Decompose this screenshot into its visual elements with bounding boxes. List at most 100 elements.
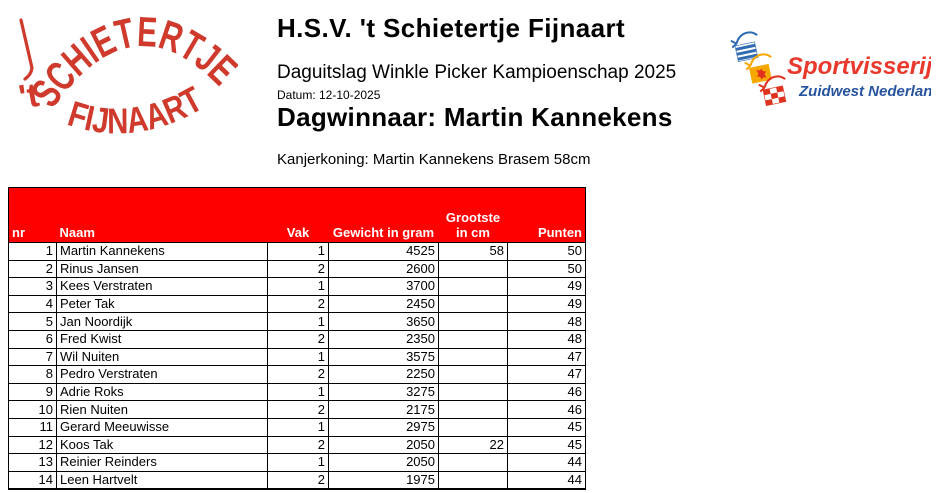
cell-vak: 1 <box>267 312 329 331</box>
cell-punten: 49 <box>507 294 586 314</box>
club-logo-word-bottom: FIJNAART <box>64 78 209 141</box>
cell-grootste <box>438 294 508 314</box>
cell-naam: Jan Noordijk <box>56 312 268 331</box>
cell-naam: Pedro Verstraten <box>56 365 268 384</box>
sportvisserij-logo-graphic: Sportvisserij Zuidwest Nederland <box>730 31 937 107</box>
fish-flag-orange-icon <box>744 53 772 84</box>
cell-punten: 45 <box>507 435 586 455</box>
cell-gewicht: 2050 <box>328 453 439 472</box>
cell-vak: 1 <box>267 382 329 402</box>
cell-nr: 9 <box>8 382 57 402</box>
cell-grootste <box>438 277 508 296</box>
table-row: 9 Adrie Roks 1 3275 46 <box>8 382 586 402</box>
event-subtitle: Daguitslag Winkle Picker Kampioenschap 2… <box>277 62 677 83</box>
sportvisserij-region: Zuidwest Nederland <box>798 83 931 100</box>
cell-gewicht: 1975 <box>328 470 439 490</box>
cell-grootste: 58 <box>438 242 508 261</box>
cell-gewicht: 3650 <box>328 312 439 331</box>
cell-nr: 13 <box>8 453 57 472</box>
sportvisserij-name: Sportvisserij <box>787 53 931 80</box>
table-header-row: nr Naam Vak Gewicht in gram Grootste in … <box>8 187 586 243</box>
cell-vak: 2 <box>267 400 329 419</box>
date-line: Datum: 12-10-2025 <box>277 88 381 102</box>
cell-nr: 11 <box>8 417 57 437</box>
cell-vak: 1 <box>267 347 329 367</box>
club-logo: 't SCHIETERTJE FIJNAART <box>6 6 246 154</box>
cell-nr: 5 <box>8 312 57 331</box>
table-row: 5 Jan Noordijk 1 3650 48 <box>8 312 586 331</box>
cell-naam: Rien Nuiten <box>56 400 268 419</box>
cell-naam: Martin Kannekens <box>56 242 268 261</box>
cell-grootste <box>438 453 508 472</box>
cell-punten: 44 <box>507 453 586 472</box>
cell-vak: 1 <box>267 242 329 261</box>
fish-flag-blue-icon <box>730 31 759 63</box>
cell-vak: 1 <box>267 453 329 472</box>
table-row: 13 Reinier Reinders 1 2050 44 <box>8 453 586 472</box>
table-row: 14 Leen Hartvelt 2 1975 44 <box>8 470 586 490</box>
table-row: 1 Martin Kannekens 1 4525 58 50 <box>8 242 586 261</box>
cell-naam: Adrie Roks <box>56 382 268 402</box>
cell-grootste <box>438 382 508 402</box>
table-row: 2 Rinus Jansen 2 2600 50 <box>8 259 586 279</box>
fish-flag-checkered-icon <box>758 75 787 107</box>
cell-punten: 46 <box>507 382 586 402</box>
cell-vak: 2 <box>267 329 329 349</box>
cell-punten: 49 <box>507 277 586 296</box>
results-body: 1 Martin Kannekens 1 4525 58 50 2 Rinus Jansen 2… <box>8 242 586 490</box>
cell-grootste <box>438 400 508 419</box>
cell-nr: 12 <box>8 435 57 455</box>
cell-punten: 47 <box>507 365 586 384</box>
sportvisserij-logo: Sportvisserij Zuidwest Nederland <box>723 30 937 122</box>
cell-nr: 8 <box>8 365 57 384</box>
table-row: 8 Pedro Verstraten 2 2250 47 <box>8 365 586 384</box>
cell-grootste: 22 <box>438 435 508 455</box>
header-vak: Vak <box>267 187 329 243</box>
cell-gewicht: 2050 <box>328 435 439 455</box>
cell-gewicht: 3575 <box>328 347 439 367</box>
table-row: 4 Peter Tak 2 2450 49 <box>8 294 586 314</box>
header-grootste: Grootste in cm <box>438 187 508 243</box>
cell-grootste <box>438 417 508 437</box>
cell-nr: 2 <box>8 259 57 279</box>
cell-vak: 2 <box>267 259 329 279</box>
cell-vak: 2 <box>267 365 329 384</box>
cell-naam: Rinus Jansen <box>56 259 268 279</box>
cell-punten: 47 <box>507 347 586 367</box>
table-row: 3 Kees Verstraten 1 3700 49 <box>8 277 586 296</box>
table-row: 6 Fred Kwist 2 2350 48 <box>8 329 586 349</box>
results-table: nr Naam Vak Gewicht in gram Grootste in … <box>8 187 586 491</box>
cell-gewicht: 3275 <box>328 382 439 402</box>
cell-vak: 2 <box>267 294 329 314</box>
club-logo-word-top: SCHIETERTJE <box>22 8 238 115</box>
cell-nr: 4 <box>8 294 57 314</box>
page-title: H.S.V. 't Schietertje Fijnaart <box>277 13 626 43</box>
cell-gewicht: 3700 <box>328 277 439 296</box>
header-gewicht: Gewicht in gram <box>328 187 439 243</box>
cell-gewicht: 2450 <box>328 294 439 314</box>
table-row: 7 Wil Nuiten 1 3575 47 <box>8 347 586 367</box>
cell-punten: 50 <box>507 259 586 279</box>
cell-naam: Peter Tak <box>56 294 268 314</box>
header-punten: Punten <box>507 187 586 243</box>
cell-grootste <box>438 347 508 367</box>
cell-grootste <box>438 365 508 384</box>
cell-punten: 48 <box>507 329 586 349</box>
cell-nr: 6 <box>8 329 57 349</box>
cell-vak: 1 <box>267 277 329 296</box>
cell-grootste <box>438 312 508 331</box>
table-row: 10 Rien Nuiten 2 2175 46 <box>8 400 586 419</box>
cell-naam: Gerard Meeuwisse <box>56 417 268 437</box>
cell-gewicht: 2600 <box>328 259 439 279</box>
cell-gewicht: 4525 <box>328 242 439 261</box>
cell-vak: 2 <box>267 435 329 455</box>
club-logo-graphic: 't SCHIETERTJE FIJNAART <box>16 8 246 142</box>
kanjerkoning-line: Kanjerkoning: Martin Kannekens Brasem 58… <box>277 151 591 168</box>
cell-grootste <box>438 259 508 279</box>
cell-grootste <box>438 470 508 490</box>
cell-naam: Kees Verstraten <box>56 277 268 296</box>
cell-gewicht: 2175 <box>328 400 439 419</box>
table-row: 12 Koos Tak 2 2050 22 45 <box>8 435 586 455</box>
cell-vak: 1 <box>267 417 329 437</box>
cell-nr: 10 <box>8 400 57 419</box>
